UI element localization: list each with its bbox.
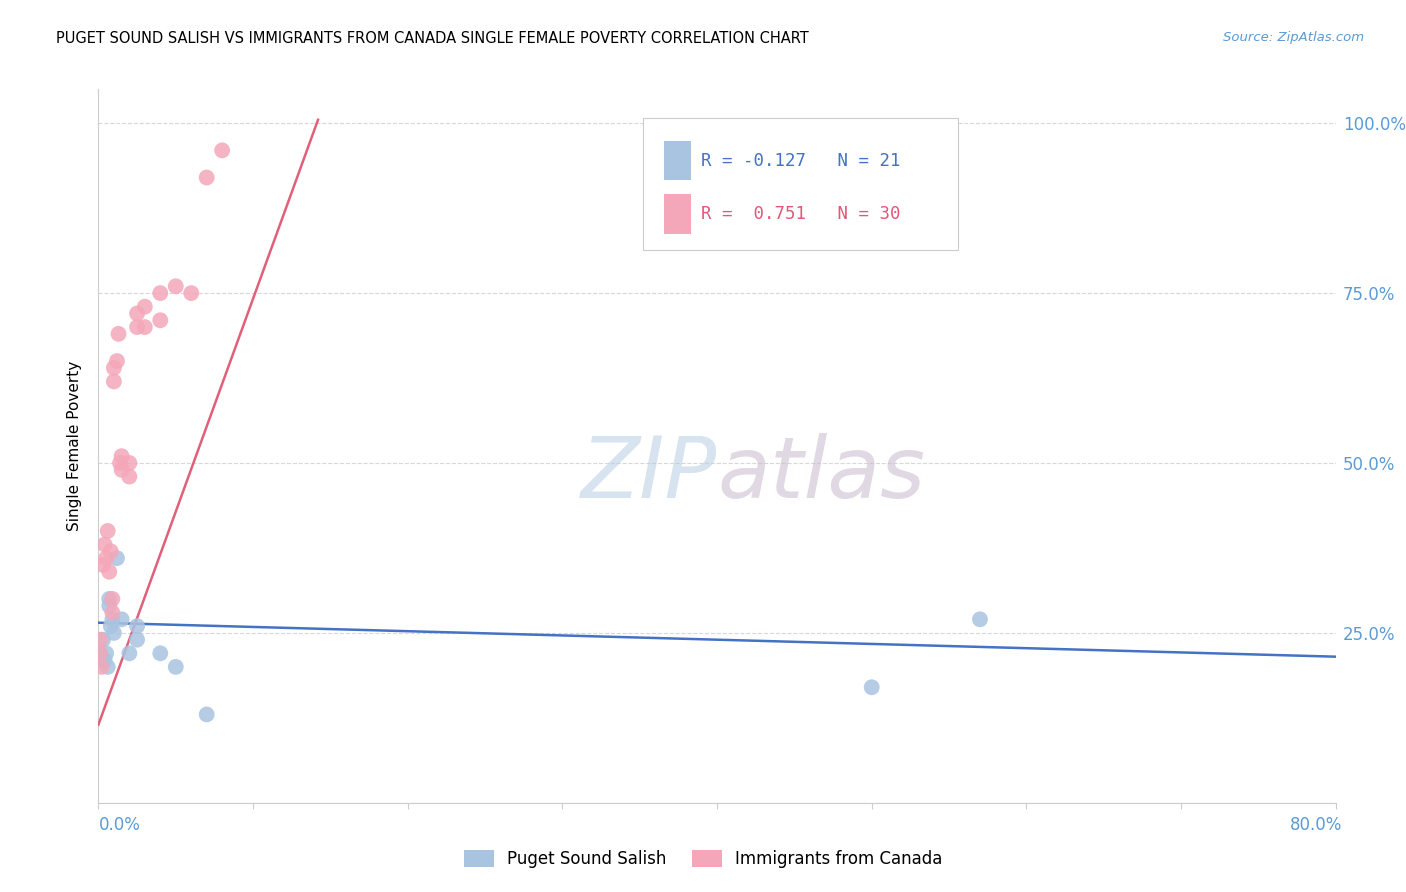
Point	[105, 354, 128, 368]
Point	[127, 619, 149, 633]
Point	[211, 144, 233, 158]
Text: R =  0.751   N = 30: R = 0.751 N = 30	[702, 205, 900, 223]
Point	[165, 660, 187, 674]
Point	[103, 360, 125, 375]
Point	[98, 599, 121, 613]
FancyBboxPatch shape	[664, 141, 692, 180]
Point	[127, 320, 149, 334]
Point	[149, 646, 172, 660]
Point	[101, 606, 124, 620]
Point	[96, 646, 118, 660]
Text: R = -0.127   N = 21: R = -0.127 N = 21	[702, 152, 900, 169]
Point	[969, 612, 991, 626]
Point	[90, 653, 112, 667]
Point	[93, 653, 115, 667]
Point	[195, 170, 218, 185]
Text: ZIP: ZIP	[581, 433, 717, 516]
Point	[89, 646, 111, 660]
Point	[107, 326, 129, 341]
Point	[180, 286, 202, 301]
Point	[165, 279, 187, 293]
Point	[98, 591, 121, 606]
Point	[103, 375, 125, 389]
Text: 0.0%: 0.0%	[98, 816, 141, 834]
Point	[111, 612, 134, 626]
Point	[108, 456, 131, 470]
Text: Source: ZipAtlas.com: Source: ZipAtlas.com	[1223, 31, 1364, 45]
Point	[100, 619, 122, 633]
Point	[101, 612, 124, 626]
Point	[127, 632, 149, 647]
Point	[98, 565, 121, 579]
FancyBboxPatch shape	[664, 194, 692, 234]
Point	[89, 632, 111, 647]
Point	[93, 537, 115, 551]
Point	[111, 449, 134, 463]
Point	[118, 646, 141, 660]
Point	[860, 680, 883, 694]
Point	[101, 591, 124, 606]
Point	[96, 551, 118, 566]
Point	[97, 660, 120, 674]
Point	[103, 626, 125, 640]
Point	[195, 707, 218, 722]
Point	[90, 660, 112, 674]
Point	[91, 632, 114, 647]
Point	[127, 306, 149, 320]
Legend: Puget Sound Salish, Immigrants from Canada: Puget Sound Salish, Immigrants from Cana…	[457, 843, 949, 875]
Text: atlas: atlas	[717, 433, 925, 516]
Point	[89, 646, 111, 660]
Point	[118, 469, 141, 483]
Point	[97, 524, 120, 538]
Point	[149, 286, 172, 301]
Point	[118, 456, 141, 470]
Point	[134, 300, 156, 314]
Text: 80.0%: 80.0%	[1291, 816, 1343, 834]
Point	[111, 463, 134, 477]
Point	[105, 551, 128, 566]
Point	[149, 313, 172, 327]
Text: PUGET SOUND SALISH VS IMMIGRANTS FROM CANADA SINGLE FEMALE POVERTY CORRELATION C: PUGET SOUND SALISH VS IMMIGRANTS FROM CA…	[56, 31, 808, 46]
FancyBboxPatch shape	[643, 118, 959, 250]
Y-axis label: Single Female Poverty: Single Female Poverty	[67, 361, 83, 531]
Point	[100, 544, 122, 558]
Point	[134, 320, 156, 334]
Point	[91, 558, 114, 572]
